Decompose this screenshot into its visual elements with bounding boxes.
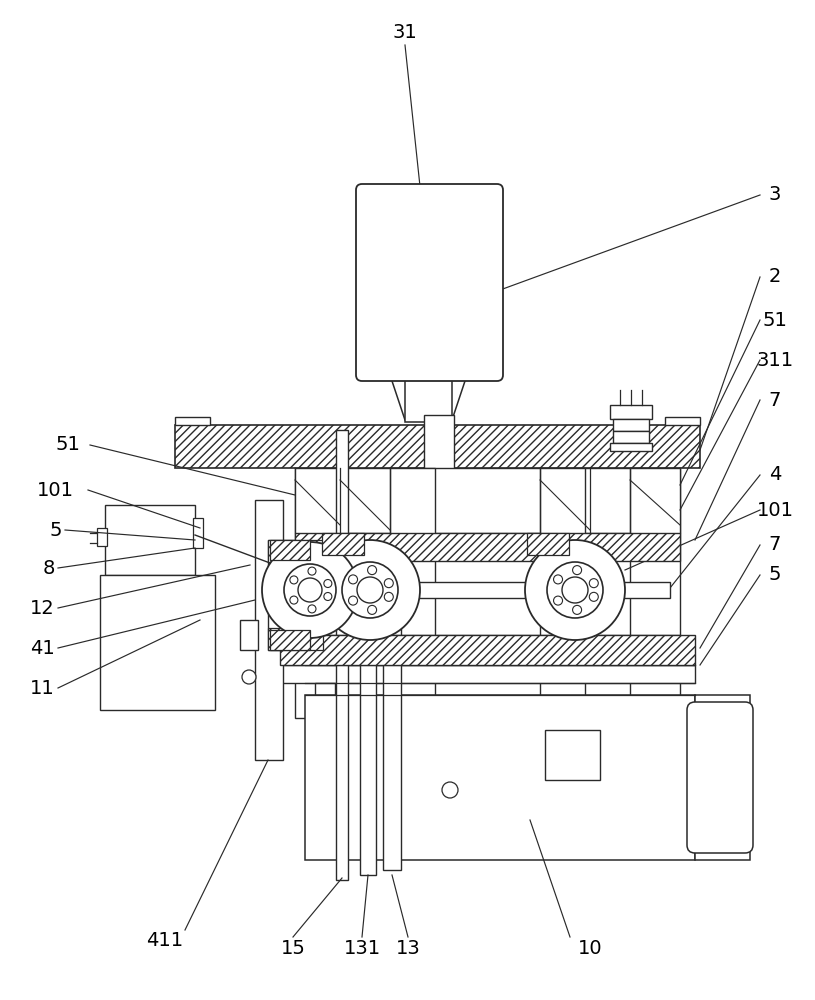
Circle shape [290,596,298,604]
Bar [400,325,460,375]
Text: 101: 101 [37,481,73,499]
Circle shape [385,592,394,601]
Bar [193,518,203,548]
Text: 11: 11 [30,678,55,698]
Circle shape [442,782,458,798]
Circle shape [242,670,256,684]
Circle shape [298,578,322,602]
Text: 51: 51 [763,310,787,330]
Bar [295,533,680,561]
Text: 31: 31 [393,22,417,41]
Bar [270,630,310,650]
FancyBboxPatch shape [356,184,503,381]
Bar [105,505,195,575]
Circle shape [589,579,598,588]
Bar [613,431,649,443]
Bar [613,419,649,431]
Bar [175,417,210,425]
Text: 7: 7 [769,390,782,410]
Circle shape [368,566,377,575]
Text: 3: 3 [769,186,782,205]
Text: 41: 41 [30,639,55,658]
Text: 7: 7 [769,536,782,554]
Circle shape [349,575,358,584]
Circle shape [562,577,588,603]
Bar [100,575,215,710]
Bar [97,528,107,546]
Text: 2: 2 [769,267,782,286]
Bar [280,635,695,665]
Bar [390,468,435,718]
Bar [527,533,569,555]
Circle shape [357,577,383,603]
Bar [360,655,376,875]
Text: 101: 101 [756,500,794,520]
Bar [540,468,585,718]
FancyBboxPatch shape [687,702,753,853]
Text: 5: 5 [769,566,782,584]
Bar [255,500,283,760]
Bar [383,540,401,870]
Bar [295,468,680,533]
Circle shape [385,579,394,588]
Circle shape [553,596,562,605]
Circle shape [349,596,358,605]
Text: 15: 15 [280,938,306,958]
Bar [310,582,670,598]
Text: 12: 12 [30,598,55,617]
Bar [336,430,348,880]
Text: 311: 311 [756,351,794,369]
Circle shape [573,566,582,575]
Bar [405,375,452,422]
Circle shape [368,605,377,614]
Circle shape [308,605,316,613]
Circle shape [553,575,562,584]
Text: 8: 8 [42,558,55,578]
Circle shape [320,540,420,640]
Circle shape [573,605,582,614]
Bar [545,730,600,780]
Circle shape [324,592,332,600]
Bar [295,468,345,718]
Circle shape [342,562,398,618]
Bar [268,540,323,562]
Bar [305,695,695,860]
Bar [322,533,364,555]
Bar [240,620,258,650]
Bar [270,540,310,560]
Circle shape [547,562,603,618]
Bar [665,417,700,425]
Circle shape [308,567,316,575]
Bar [315,683,335,713]
Text: 411: 411 [147,930,183,950]
Text: 51: 51 [55,436,81,454]
Text: 5: 5 [50,520,62,540]
Circle shape [262,542,358,638]
Text: 13: 13 [395,938,421,958]
Bar [175,425,700,468]
Text: 10: 10 [578,938,602,958]
Bar [424,415,454,475]
Bar [280,665,695,683]
Bar [610,443,652,451]
Text: 4: 4 [769,466,782,485]
Text: 131: 131 [343,938,381,958]
Bar [630,468,680,718]
Circle shape [525,540,625,640]
Circle shape [324,580,332,588]
Bar [268,540,323,650]
Circle shape [589,592,598,601]
Bar [610,405,652,419]
Circle shape [284,564,336,616]
Bar [695,695,750,860]
Bar [295,635,680,663]
Bar [268,628,323,650]
Circle shape [290,576,298,584]
